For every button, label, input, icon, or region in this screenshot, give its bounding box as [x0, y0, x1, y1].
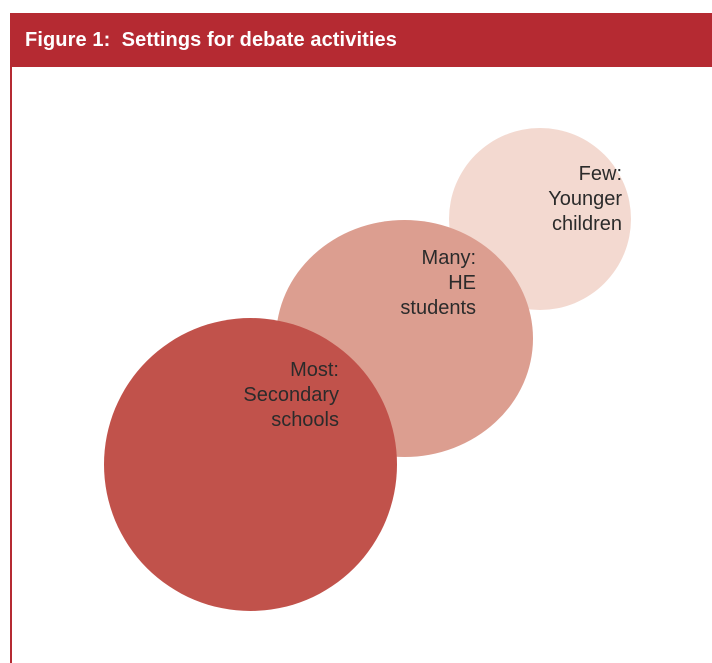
bubble-label-line: children: [551, 213, 622, 235]
figure-frame: [10, 67, 712, 663]
bubble-label-many: Many: HE students: [400, 246, 476, 321]
bubble-most-secondary-schools: [104, 318, 397, 611]
bubble-label-few: Few: Younger children: [548, 162, 622, 237]
bubble-label-line: Younger: [548, 188, 622, 210]
bubble-label-most: Most: Secondary schools: [243, 358, 339, 433]
figure-header: Figure 1: Settings for debate activities: [10, 13, 712, 67]
bubble-label-line: Few:: [578, 163, 622, 185]
bubble-label-line: Secondary: [243, 384, 339, 406]
bubble-label-line: Most:: [290, 359, 339, 381]
bubble-label-line: students: [400, 297, 476, 319]
bubble-label-line: HE: [448, 272, 476, 294]
bubble-label-line: Many:: [421, 247, 476, 269]
figure-title: Figure 1: Settings for debate activities: [25, 28, 397, 51]
bubble-label-line: schools: [271, 409, 339, 431]
